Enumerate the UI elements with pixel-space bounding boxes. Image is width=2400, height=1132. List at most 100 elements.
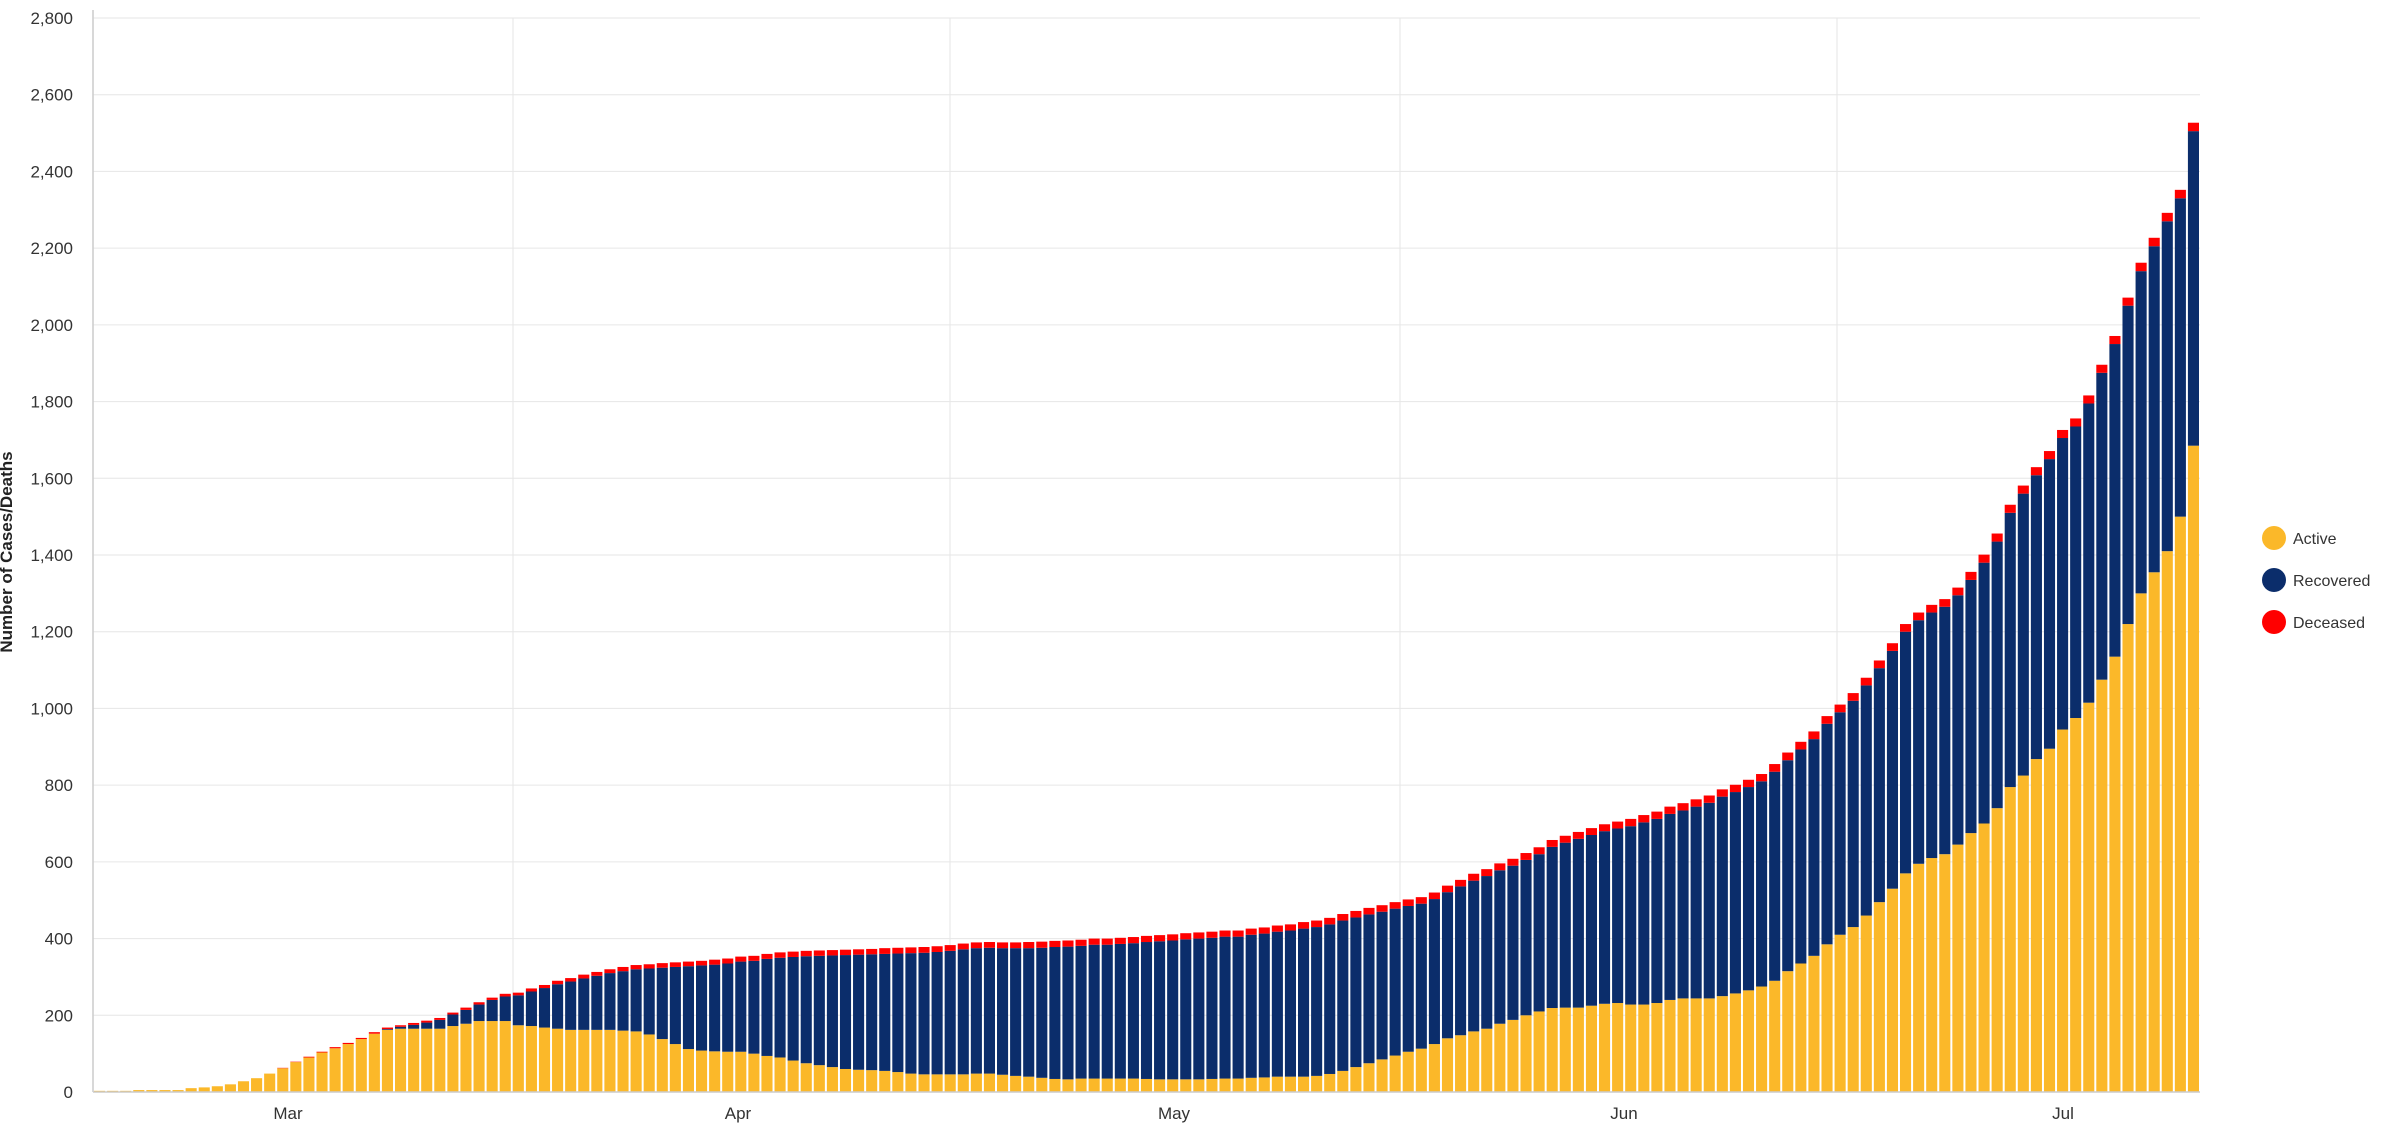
bar-segment-active [1559,1007,1571,1092]
x-axis-tick-labels: Mar Apr May Jun Jul [273,1104,2074,1123]
bar-segment-recovered [1756,781,1768,987]
bar-segment-deceased [1651,811,1663,819]
bar-segment-deceased [552,980,564,985]
bar-segment-active [696,1050,708,1092]
bar-segment-recovered [1952,595,1964,845]
bar-segment-active [1782,971,1794,1092]
bar-segment-active [1284,1076,1296,1092]
bar-segment-deceased [1991,533,2003,542]
bar-segment-deceased [630,965,642,970]
bar-segment-active [1913,863,1925,1092]
bar-segment-active [1729,993,1741,1092]
bar-segment-recovered [931,952,943,1075]
bar-segment-deceased [1821,716,1833,724]
bar-segment-deceased [1468,873,1480,881]
bar-segment-active [1101,1078,1113,1092]
bar-segment-recovered [2148,246,2160,573]
bar-segment-active [1900,873,1912,1092]
bar-segment-active [1180,1079,1192,1092]
bar-segment-deceased [473,1002,485,1005]
bar-segment-active [1756,986,1768,1092]
bar-segment-active [591,1029,603,1092]
bar-segment-recovered [1494,870,1506,1024]
bar-segment-deceased [1808,731,1820,740]
bar-segment-recovered [957,949,969,1075]
bar-segment-active [565,1029,577,1092]
bar-segment-recovered [1533,854,1545,1012]
bar-segment-recovered [709,964,721,1052]
bar-segment-recovered [774,957,786,1058]
bar-segment-active [1664,999,1676,1092]
bar-segment-recovered [434,1019,446,1029]
bar-segment-active [1232,1078,1244,1092]
y-tick-label: 2,600 [30,86,73,105]
y-tick-label: 2,200 [30,239,73,258]
bar-segment-deceased [709,959,721,965]
bar-segment-recovered [381,1029,393,1030]
bar-segment-deceased [512,992,524,996]
bar-segment-recovered [1769,771,1781,981]
x-tick-label: Jun [1610,1104,1637,1123]
bar-segment-recovered [1559,842,1571,1008]
bar-segment-recovered [682,966,694,1050]
bar-segment-deceased [368,1032,380,1034]
bar-segment-deceased [2187,122,2199,132]
bar-segment-deceased [826,950,838,956]
bar-segment-active [1311,1075,1323,1092]
bar-segment-deceased [1010,942,1022,949]
bar-segment-deceased [1677,803,1689,811]
bar-segment-recovered [1193,938,1205,1080]
bar-segment-deceased [1847,693,1859,701]
bar-segment-deceased [1481,869,1493,877]
bar-segment-deceased [2174,189,2186,199]
bar-segment-recovered [1913,620,1925,864]
bar-segment-deceased [1834,704,1846,713]
bar-segment-active [499,1021,511,1092]
bar-segment-active [630,1031,642,1092]
bar-segment-deceased [905,947,917,954]
bar-segment-recovered [826,955,838,1068]
bar-segment-active [2096,679,2108,1092]
bar-segment-deceased [1363,907,1375,915]
bar-segment-active [525,1026,537,1092]
bar-segment-active [813,1065,825,1092]
bar-segment-deceased [1716,789,1728,797]
legend-marker-deceased [2262,610,2286,634]
bar-segment-recovered [853,954,865,1070]
bar-segment-deceased [1311,920,1323,928]
bar-segment-deceased [1284,924,1296,931]
bar-segment-deceased [1494,863,1506,871]
bar-segment-recovered [421,1022,433,1029]
bar-segment-deceased [1154,935,1166,942]
bar-segment-active [1651,1003,1663,1092]
bar-segment-active [1808,955,1820,1092]
bar-segment-deceased [800,950,812,957]
bar-segment-deceased [787,951,799,957]
bar-segment-deceased [303,1056,315,1058]
bar-segment-deceased [1088,938,1100,945]
bar-segment-active [329,1048,341,1092]
legend-item-deceased[interactable]: Deceased [2262,610,2365,634]
legend-item-active[interactable]: Active [2262,526,2337,550]
bar-segment-active [460,1023,472,1092]
bar-segment-active [421,1028,433,1092]
bar-segment-deceased [1140,935,1153,943]
bar-segment-recovered [696,965,708,1051]
bar-segment-deceased [1167,934,1179,941]
bar-segment-deceased [1206,931,1218,938]
bar-segment-recovered [813,955,825,1066]
bar-segment-deceased [1075,939,1087,946]
bar-segment-recovered [1363,914,1375,1064]
bar-segment-active [264,1073,276,1092]
bar-segment-recovered [1245,934,1257,1078]
bar-segment-recovered [630,969,642,1032]
bar-segment-recovered [1742,787,1755,991]
legend-item-recovered[interactable]: Recovered [2262,568,2370,592]
bar-segment-recovered [905,953,917,1074]
bar-segment-recovered [866,954,878,1071]
bar-segment-active [853,1069,865,1092]
bar-segment-recovered [2109,344,2121,657]
bar-segment-active [552,1028,564,1092]
bar-segment-recovered [839,955,852,1069]
x-tick-label: Jul [2052,1104,2074,1123]
